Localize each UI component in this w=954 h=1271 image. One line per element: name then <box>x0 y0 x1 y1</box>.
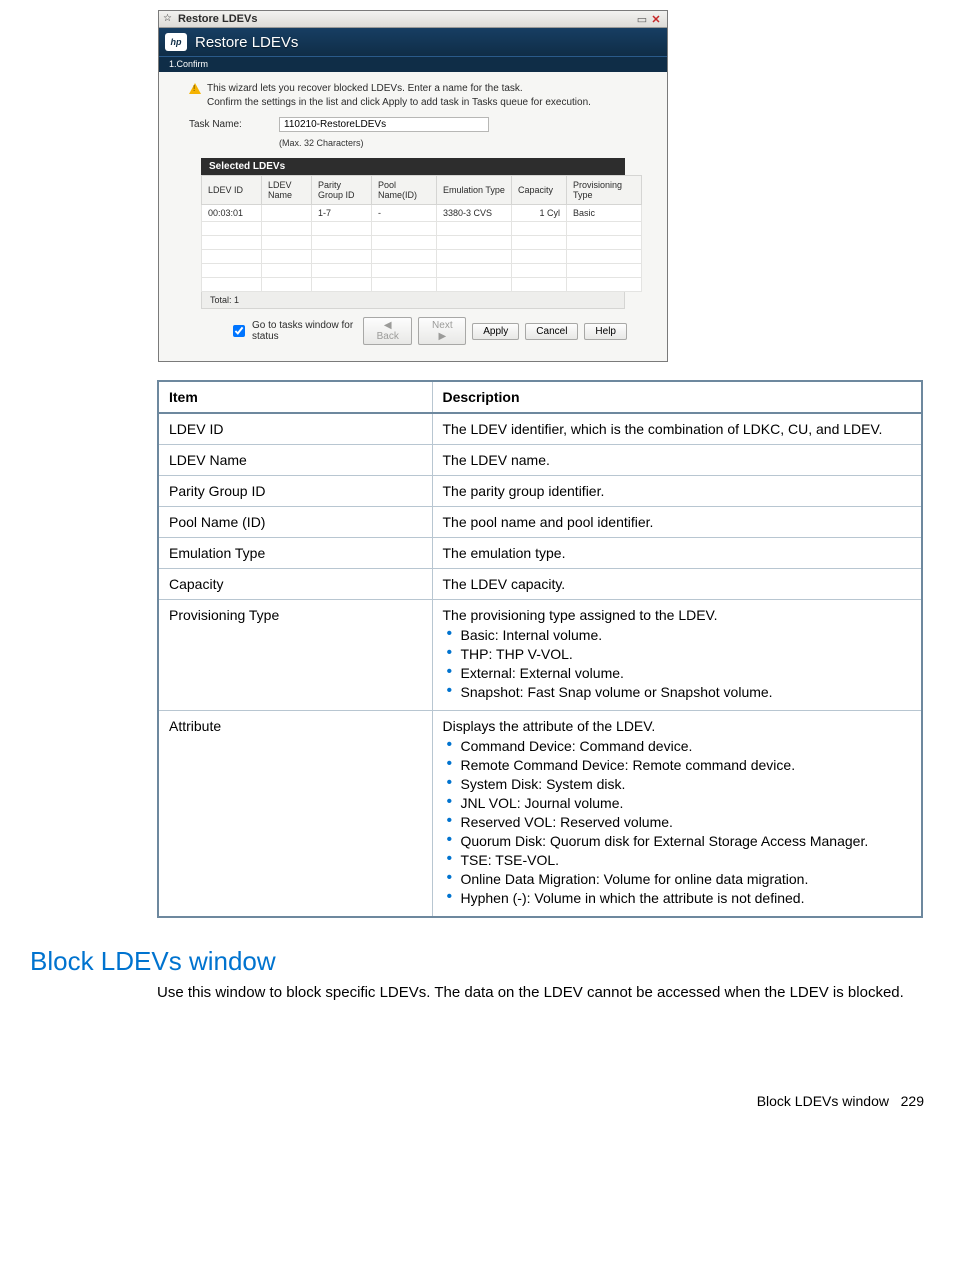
wizard-step: 1.Confirm <box>159 56 667 72</box>
cancel-button[interactable]: Cancel <box>525 323 578 340</box>
desc-text: The provisioning type assigned to the LD… <box>432 600 922 711</box>
list-item: Command Device: Command device. <box>461 738 912 754</box>
hp-logo-icon: hp <box>165 33 187 51</box>
table-row[interactable]: 00:03:01 1-7 - 3380-3 CVS 1 Cyl Basic <box>202 205 642 222</box>
desc-text: Displays the attribute of the LDEV. Comm… <box>432 711 922 918</box>
task-name-input[interactable] <box>279 117 489 132</box>
warning-icon <box>189 83 201 94</box>
cell-pool: - <box>372 205 437 222</box>
footer-page: 229 <box>901 1093 924 1109</box>
help-button[interactable]: Help <box>584 323 627 340</box>
list-item: Reserved VOL: Reserved volume. <box>461 814 912 830</box>
warning-row: This wizard lets you recover blocked LDE… <box>189 82 637 109</box>
cell-capacity: 1 Cyl <box>512 205 567 222</box>
desc-item: LDEV Name <box>158 445 432 476</box>
desc-item: Emulation Type <box>158 538 432 569</box>
apply-button[interactable]: Apply <box>472 323 519 340</box>
col-ldev-id: LDEV ID <box>202 176 262 205</box>
section-heading: Block LDEVs window <box>30 946 924 977</box>
selected-ldevs-header: Selected LDEVs <box>201 158 625 175</box>
desc-item: Parity Group ID <box>158 476 432 507</box>
page-footer: Block LDEVs window 229 <box>0 1093 924 1109</box>
table-row: Emulation Type The emulation type. <box>158 538 922 569</box>
wizard-banner: hp Restore LDEVs <box>159 28 667 56</box>
banner-title: Restore LDEVs <box>195 34 298 51</box>
list-item: Snapshot: Fast Snap volume or Snapshot v… <box>461 684 912 700</box>
desc-text: The pool name and pool identifier. <box>432 507 922 538</box>
table-row: Capacity The LDEV capacity. <box>158 569 922 600</box>
col-parity: Parity Group ID <box>312 176 372 205</box>
desc-text: The LDEV name. <box>432 445 922 476</box>
cell-emulation: 3380-3 CVS <box>437 205 512 222</box>
section-body: Use this window to block specific LDEVs.… <box>157 983 923 1003</box>
desc-text: The parity group identifier. <box>432 476 922 507</box>
status-checkbox[interactable] <box>233 325 245 337</box>
warning-line1: This wizard lets you recover blocked LDE… <box>207 83 523 94</box>
maximize-icon[interactable]: ▭ <box>635 13 649 26</box>
cell-parity: 1-7 <box>312 205 372 222</box>
status-checkbox-label: Go to tasks window for status <box>252 320 357 342</box>
cell-ldev-name <box>262 205 312 222</box>
close-icon[interactable]: ✕ <box>649 13 663 26</box>
list-item: External: External volume. <box>461 665 912 681</box>
warning-text: This wizard lets you recover blocked LDE… <box>207 82 591 109</box>
restore-ldevs-wizard: ☆ Restore LDEVs ▭ ✕ hp Restore LDEVs 1.C… <box>158 10 668 362</box>
list-item: Hyphen (-): Volume in which the attribut… <box>461 890 912 906</box>
table-row <box>202 278 642 292</box>
desc-item: Capacity <box>158 569 432 600</box>
col-emulation: Emulation Type <box>437 176 512 205</box>
desc-text: The emulation type. <box>432 538 922 569</box>
status-checkbox-wrap[interactable]: Go to tasks window for status <box>229 320 357 342</box>
collapse-icon[interactable]: ☆ <box>163 14 172 24</box>
list-item: THP: THP V-VOL. <box>461 646 912 662</box>
task-name-label: Task Name: <box>189 117 259 130</box>
wizard-title: Restore LDEVs <box>178 13 635 25</box>
table-row: Provisioning Type The provisioning type … <box>158 600 922 711</box>
footer-label: Block LDEVs window <box>757 1093 889 1109</box>
list-item: Online Data Migration: Volume for online… <box>461 871 912 887</box>
col-capacity: Capacity <box>512 176 567 205</box>
list-item: Quorum Disk: Quorum disk for External St… <box>461 833 912 849</box>
table-row <box>202 236 642 250</box>
table-row: Pool Name (ID) The pool name and pool id… <box>158 507 922 538</box>
table-row: Parity Group ID The parity group identif… <box>158 476 922 507</box>
cell-ldev-id: 00:03:01 <box>202 205 262 222</box>
desc-lead: Displays the attribute of the LDEV. <box>443 718 656 734</box>
list-item: TSE: TSE-VOL. <box>461 852 912 868</box>
table-row: LDEV Name The LDEV name. <box>158 445 922 476</box>
description-table: Item Description LDEV ID The LDEV identi… <box>157 380 923 918</box>
back-button[interactable]: ◀ Back <box>363 317 412 345</box>
desc-item: LDEV ID <box>158 413 432 445</box>
list-item: JNL VOL: Journal volume. <box>461 795 912 811</box>
desc-text: The LDEV identifier, which is the combin… <box>432 413 922 445</box>
total-row: Total: 1 <box>201 292 625 309</box>
desc-lead: The provisioning type assigned to the LD… <box>443 607 718 623</box>
desc-text: The LDEV capacity. <box>432 569 922 600</box>
table-row: Attribute Displays the attribute of the … <box>158 711 922 918</box>
wizard-titlebar: ☆ Restore LDEVs ▭ ✕ <box>159 11 667 28</box>
desc-item: Attribute <box>158 711 432 918</box>
warning-line2: Confirm the settings in the list and cli… <box>207 97 591 108</box>
col-pool: Pool Name(ID) <box>372 176 437 205</box>
table-row <box>202 264 642 278</box>
desc-item: Pool Name (ID) <box>158 507 432 538</box>
next-button[interactable]: Next ▶ <box>418 317 466 345</box>
list-item: Basic: Internal volume. <box>461 627 912 643</box>
list-item: Remote Command Device: Remote command de… <box>461 757 912 773</box>
table-row <box>202 222 642 236</box>
col-ldev-name: LDEV Name <box>262 176 312 205</box>
list-item: System Disk: System disk. <box>461 776 912 792</box>
table-row: LDEV ID The LDEV identifier, which is th… <box>158 413 922 445</box>
cell-provisioning: Basic <box>567 205 642 222</box>
desc-header-desc: Description <box>432 381 922 413</box>
col-provisioning: Provisioning Type <box>567 176 642 205</box>
desc-header-item: Item <box>158 381 432 413</box>
desc-item: Provisioning Type <box>158 600 432 711</box>
table-row <box>202 250 642 264</box>
task-name-hint: (Max. 32 Characters) <box>279 138 637 148</box>
selected-ldevs-table: LDEV ID LDEV Name Parity Group ID Pool N… <box>201 175 642 292</box>
